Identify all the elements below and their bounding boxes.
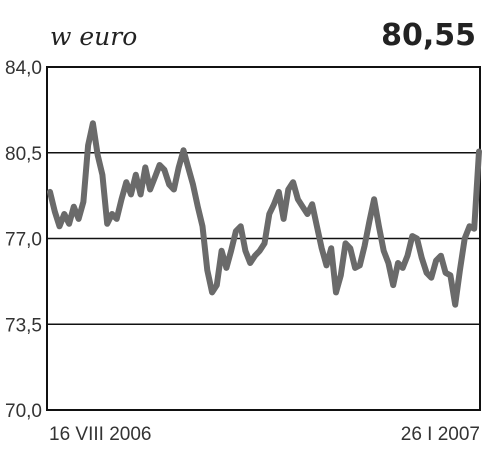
y-tick-label: 84,0 xyxy=(5,58,42,79)
y-tick-label: 70,0 xyxy=(5,401,42,422)
x-start-date-label: 16 VIII 2006 xyxy=(49,424,151,445)
y-tick-label: 80,5 xyxy=(5,144,42,165)
y-tick-label: 77,0 xyxy=(5,230,42,251)
unit-label: w euro xyxy=(50,22,138,51)
x-end-date-label: 26 I 2007 xyxy=(401,424,480,445)
y-tick-label: 73,5 xyxy=(5,315,42,336)
headline-value: 80,55 xyxy=(381,18,476,53)
y-tick-labels: 70,0 73,5 77,0 80,5 84,0 xyxy=(5,58,42,422)
plot-frame xyxy=(46,66,481,411)
price-series-line xyxy=(47,120,482,308)
